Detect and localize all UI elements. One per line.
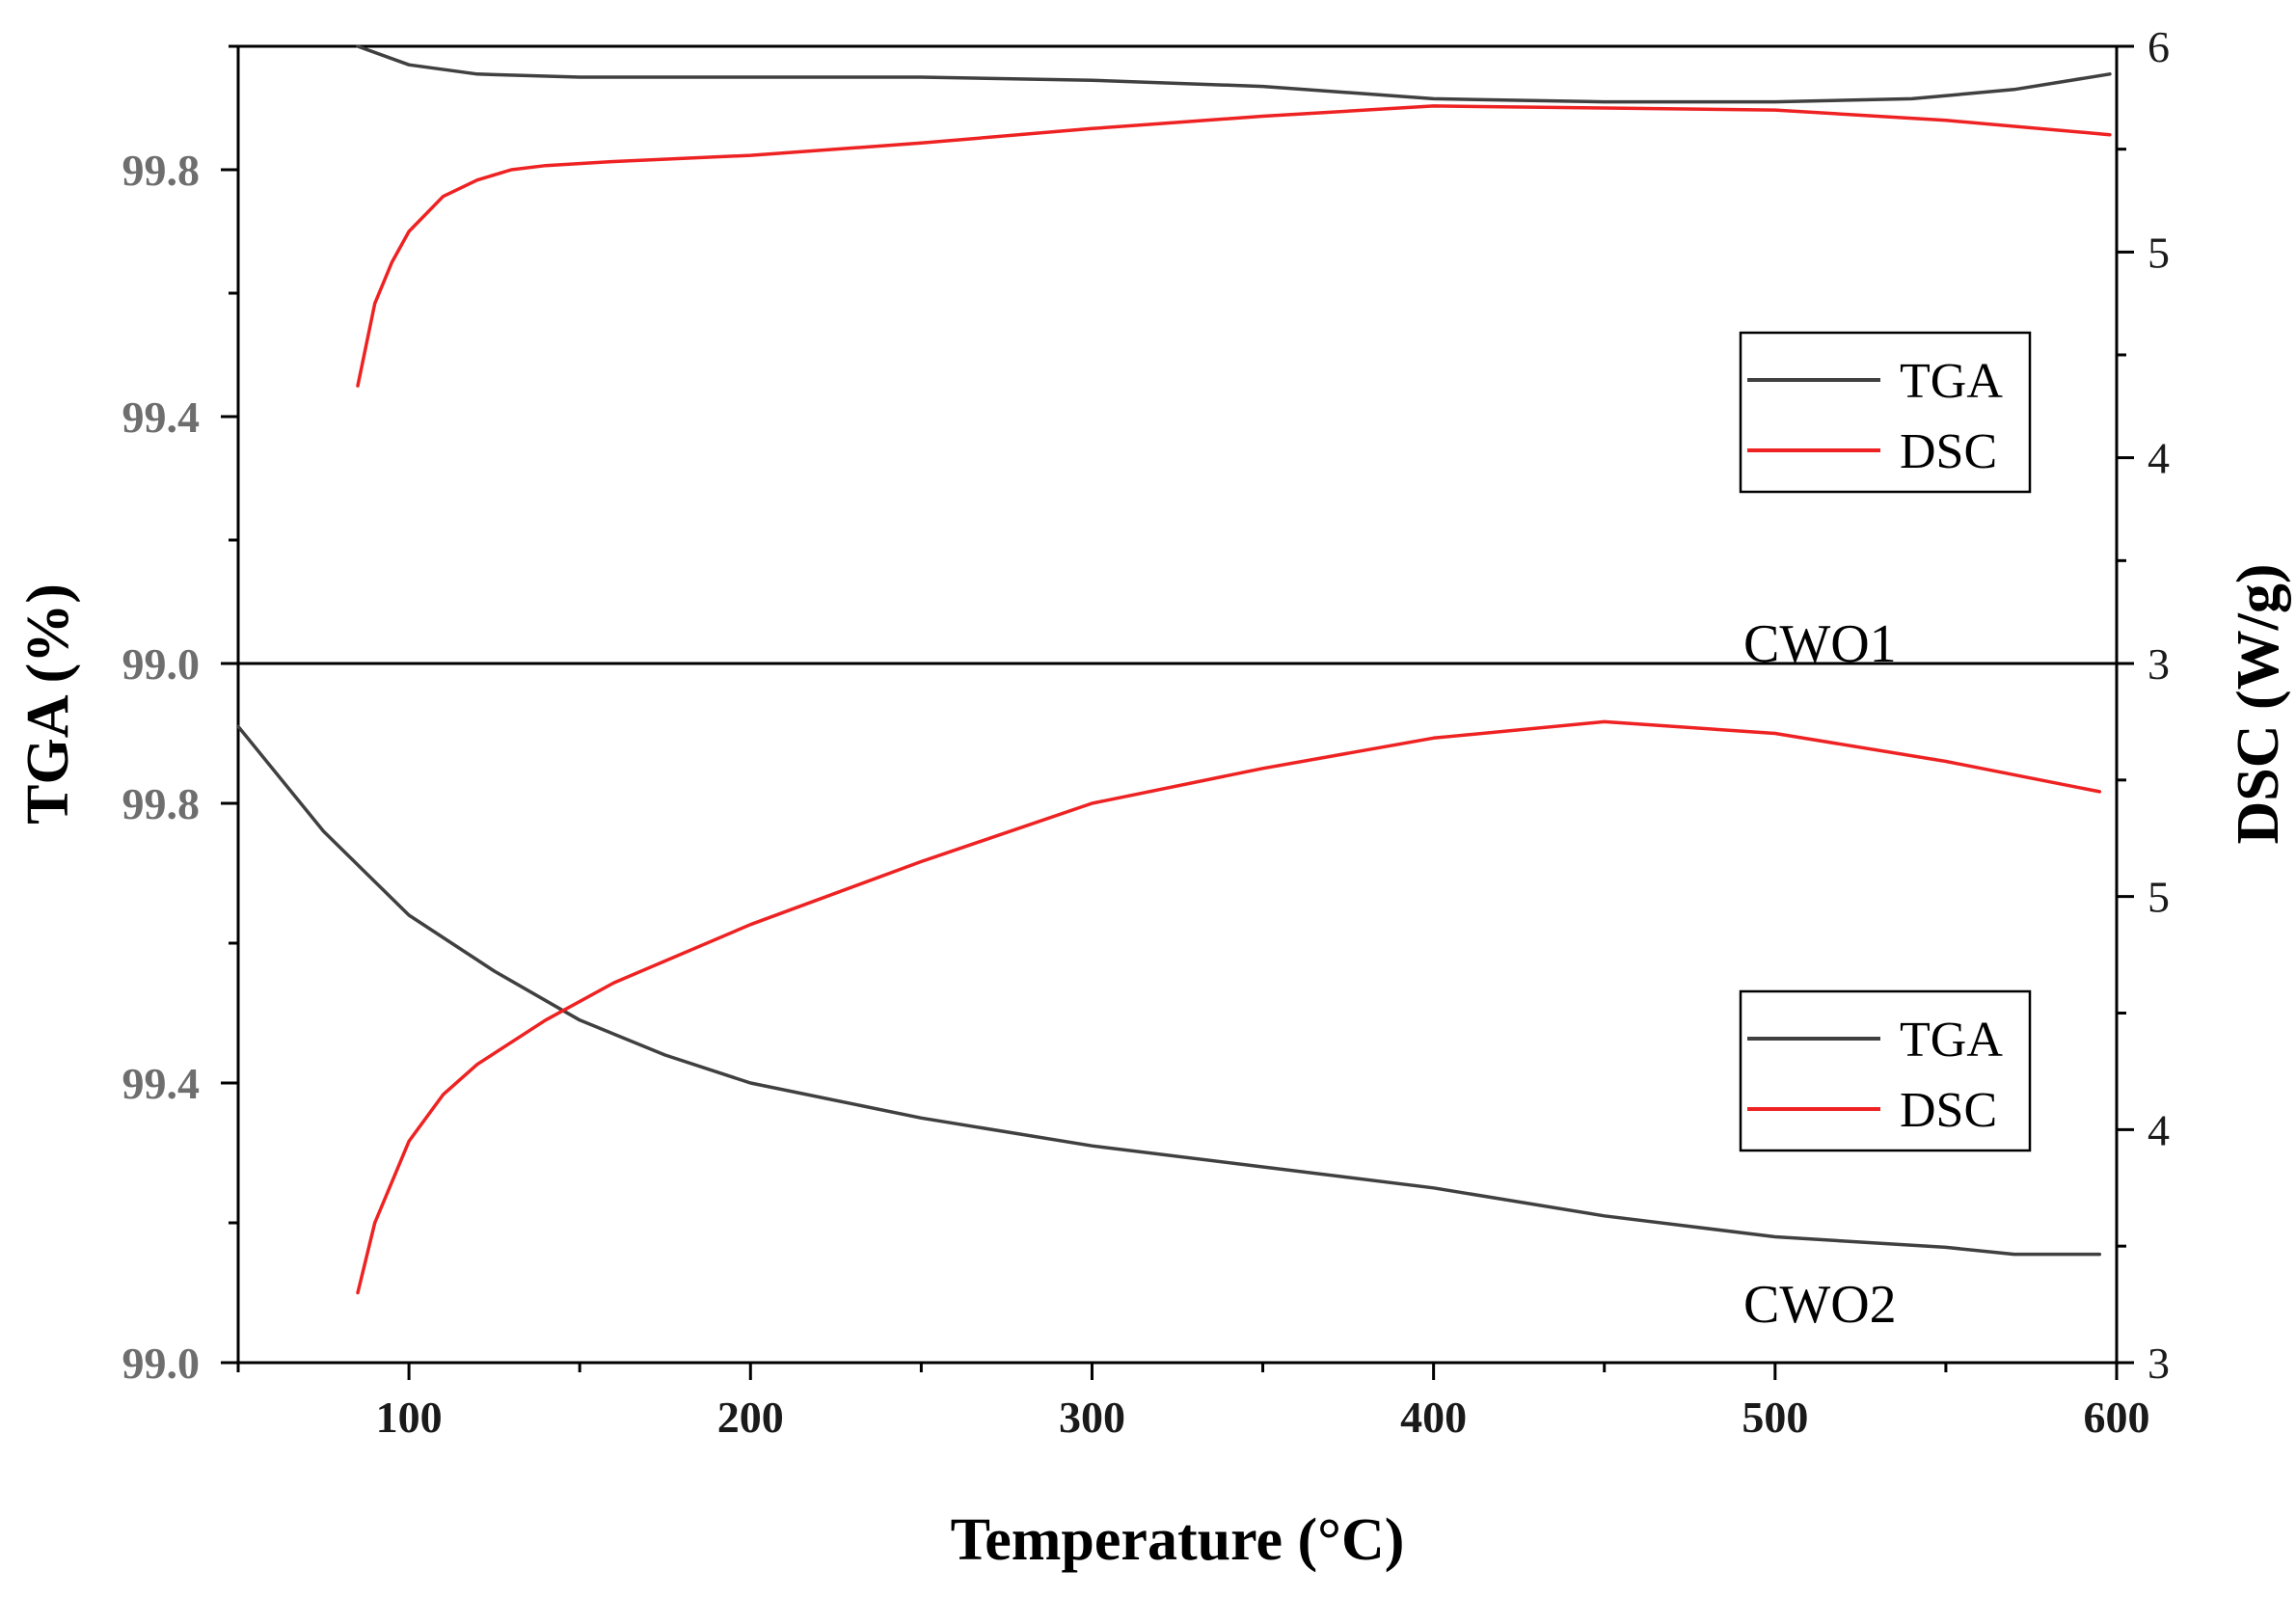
right-tick-label-cwo2: 5 xyxy=(2147,873,2170,922)
series-layer xyxy=(236,44,2112,1295)
left-tick-label-cwo2: 99.4 xyxy=(122,1059,201,1108)
cwo1-tga-line xyxy=(356,44,2112,104)
x-tick-label: 100 xyxy=(376,1393,443,1442)
left-tick-label-cwo2: 99.0 xyxy=(122,1339,201,1388)
legend-bottom: TGA DSC xyxy=(1739,989,2032,1152)
legend-bottom-tga-label: TGA xyxy=(1900,1013,2003,1068)
left-tick-label-cwo1: 99.0 xyxy=(122,639,201,689)
legend-top-tga-label: TGA xyxy=(1900,354,2003,409)
x-axis-title: Temperature (°C) xyxy=(951,1507,1405,1573)
legend-bottom-dsc-label: DSC xyxy=(1900,1083,1997,1138)
right-tick-label-cwo1: 6 xyxy=(2147,22,2170,71)
legend-top: TGA DSC xyxy=(1739,331,2032,494)
right-tick-label-cwo1: 5 xyxy=(2147,228,2170,277)
cwo2-dsc-line xyxy=(356,719,2102,1295)
legend-bottom-box xyxy=(1739,989,2032,1152)
x-tick-label: 400 xyxy=(1400,1393,1467,1442)
left-tick-label-cwo2: 99.8 xyxy=(122,779,201,828)
cwo1-dsc-line xyxy=(356,104,2112,388)
right-tick-label-cwo2: 3 xyxy=(2147,1339,2170,1388)
panel-label-cwo1: CWO1 xyxy=(1743,614,1897,674)
x-tick-label: 200 xyxy=(717,1393,784,1442)
cwo2-tga-line xyxy=(236,724,2102,1257)
x-tick-label: 500 xyxy=(1742,1393,1808,1442)
right-tick-label-cwo1: 3 xyxy=(2147,639,2170,689)
right-tick-label-cwo2: 4 xyxy=(2147,1105,2170,1154)
legend-top-box xyxy=(1739,331,2032,494)
left-axis-title: TGA (%) xyxy=(15,583,81,825)
right-tick-label-cwo1: 4 xyxy=(2147,434,2170,483)
x-tick-label: 600 xyxy=(2084,1393,2150,1442)
left-tick-label-cwo1: 99.4 xyxy=(122,392,201,442)
plot-frame xyxy=(236,44,2119,1365)
right-axis-title: DSC (W/g) xyxy=(2226,563,2291,844)
panel-label-cwo2: CWO2 xyxy=(1743,1275,1897,1335)
legend-top-dsc-label: DSC xyxy=(1900,424,1997,479)
ticks-layer: 100 200 300 400 500 600 99.0 99.4 99.8 3 4 5 6 99.0 99… xyxy=(122,22,2171,1442)
left-tick-label-cwo1: 99.8 xyxy=(122,146,201,195)
x-tick-label: 300 xyxy=(1059,1393,1125,1442)
